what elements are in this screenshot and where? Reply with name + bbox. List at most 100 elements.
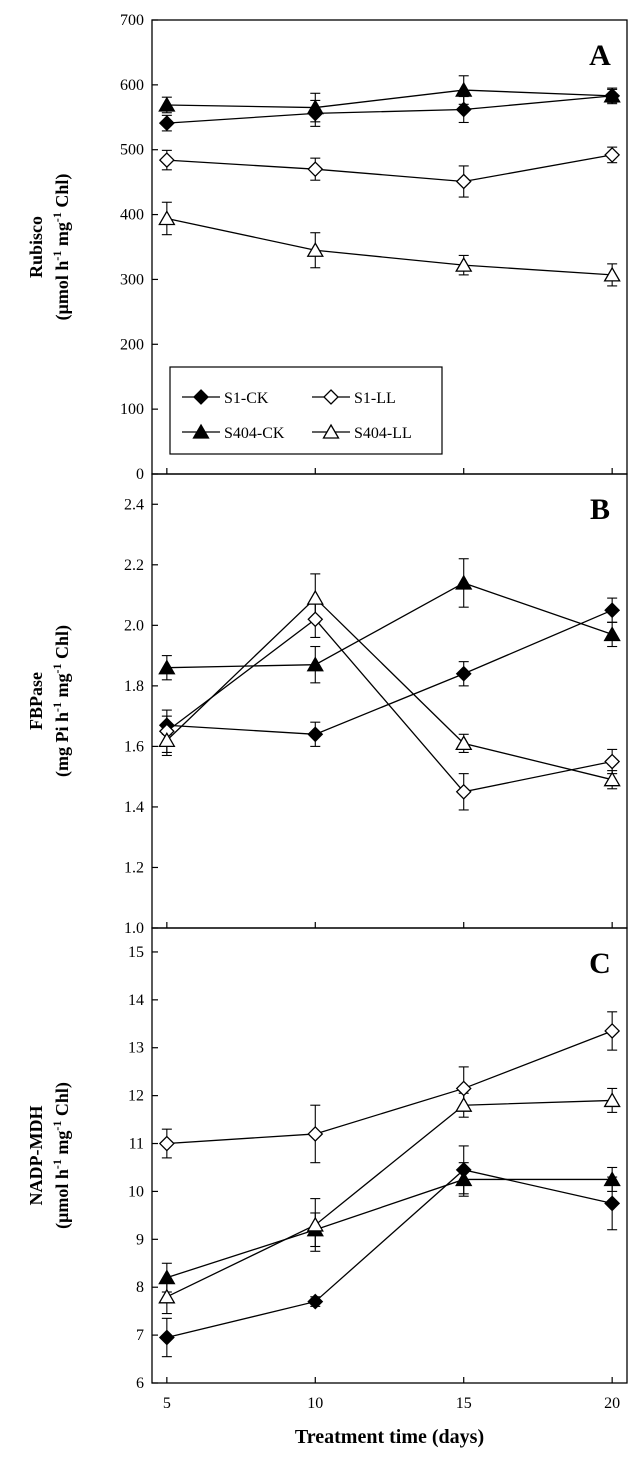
- y-tick-label: 500: [120, 142, 144, 159]
- y-tick-label: 12: [128, 1088, 144, 1105]
- unit-superscript: -1: [50, 212, 64, 222]
- data-point-s1-ll: [455, 173, 472, 190]
- y-tick-label: 300: [120, 271, 144, 288]
- legend-label: S404-CK: [224, 425, 285, 442]
- data-point-s404-ll: [455, 1096, 473, 1112]
- axes-layer: [151, 19, 628, 1384]
- data-point-s404-ll: [603, 771, 621, 787]
- data-point-s404-ck: [158, 96, 176, 112]
- x-tick-label: 15: [456, 1395, 472, 1412]
- plot-frame: [151, 927, 628, 1384]
- data-point-s1-ll: [604, 753, 621, 770]
- unit-superscript: -1: [50, 664, 64, 674]
- legend-item: S404-CK: [182, 423, 285, 442]
- data-point-s1-ll: [455, 1080, 472, 1097]
- x-tick-label: 20: [604, 1395, 620, 1412]
- legend-label: S1-LL: [354, 390, 396, 407]
- y-axis-label: FBPase: [26, 672, 46, 730]
- data-point-s1-ck: [307, 1293, 324, 1310]
- unit-superscript: -1: [50, 1121, 64, 1131]
- y-axis-unit: (μmol h-1 mg-1 Chl): [50, 1082, 73, 1229]
- legend-marker: [322, 423, 340, 439]
- markers-layer: [158, 81, 621, 1346]
- data-point-s404-ll: [158, 210, 176, 226]
- y-tick-label: 1.0: [124, 920, 144, 937]
- y-tick-label: 1.8: [124, 678, 144, 695]
- legend-item: S1-CK: [182, 389, 269, 407]
- plot-frame: [151, 473, 628, 929]
- data-point-s404-ll: [455, 735, 473, 751]
- data-point-s404-ll: [455, 256, 473, 272]
- series-line-s404-ck: [166, 89, 613, 109]
- x-tick-label: 10: [307, 1395, 323, 1412]
- y-tick-label: 7: [136, 1327, 144, 1344]
- y-tick-label: 1.6: [124, 738, 144, 755]
- y-tick-label: 400: [120, 207, 144, 224]
- panel-letter: A: [589, 39, 611, 72]
- y-axis-label: NADP-MDH: [26, 1106, 46, 1206]
- series-line-s1-ll: [166, 1030, 613, 1145]
- unit-text: (mg Pi h: [52, 712, 73, 777]
- series-line-s404-ll: [166, 1099, 613, 1298]
- y-tick-label: 13: [128, 1040, 144, 1057]
- data-point-s404-ck: [306, 656, 324, 672]
- unit-superscript: -1: [50, 702, 64, 712]
- legend-box: [169, 366, 443, 455]
- data-point-s1-ck: [307, 726, 324, 743]
- data-point-s404-ll: [306, 241, 324, 257]
- y-tick-label: 100: [120, 401, 144, 418]
- y-tick-label: 200: [120, 336, 144, 353]
- unit-text: mg: [52, 1131, 72, 1160]
- panel-letter: C: [589, 947, 611, 980]
- unit-text: Chl): [52, 1082, 73, 1121]
- data-point-s1-ll: [604, 1023, 621, 1039]
- data-point-s1-ck: [604, 1195, 621, 1212]
- y-tick-label: 8: [136, 1279, 144, 1296]
- series-lines-layer: [166, 89, 613, 1339]
- y-tick-label: 9: [136, 1231, 144, 1248]
- legend: S1-CK S1-LL S404-CK S404-LL: [169, 366, 443, 455]
- data-point-s1-ll: [158, 152, 175, 169]
- data-point-s404-ck: [603, 87, 621, 103]
- series-line-s1-ck: [166, 609, 613, 735]
- x-tick-label: 5: [163, 1395, 171, 1412]
- data-point-s1-ll: [604, 146, 621, 163]
- y-tick-label: 600: [120, 77, 144, 94]
- panel-letter: B: [590, 493, 610, 526]
- data-point-s1-ll: [307, 1126, 324, 1142]
- y-tick-label: 1.2: [124, 859, 144, 876]
- data-point-s404-ll: [158, 1288, 176, 1304]
- data-point-s1-ll: [307, 611, 324, 628]
- series-line-s1-ll: [166, 618, 613, 793]
- unit-superscript: -1: [50, 1159, 64, 1169]
- data-point-s404-ck: [603, 626, 621, 642]
- y-tick-label: 700: [120, 12, 144, 29]
- series-line-s404-ck: [166, 582, 613, 669]
- y-tick-label: 0: [136, 466, 144, 483]
- y-axis-label: Rubisco: [26, 216, 46, 278]
- x-axis-label: Treatment time (days): [295, 1426, 484, 1448]
- data-point-s404-ck: [603, 1171, 621, 1187]
- data-point-s404-ck: [306, 99, 324, 115]
- data-point-s404-ll: [306, 589, 324, 605]
- series-line-s1-ck: [166, 1169, 613, 1339]
- legend-label: S404-LL: [354, 425, 412, 442]
- series-line-s1-ll: [166, 154, 613, 183]
- unit-text: Chl): [52, 174, 73, 213]
- data-point-s404-ck: [158, 1269, 176, 1285]
- data-point-s1-ck: [455, 101, 472, 118]
- y-axis-unit: (mg Pi h-1 mg-1 Chl): [50, 625, 73, 777]
- y-tick-label: 15: [128, 944, 144, 961]
- data-point-s404-ll: [603, 1092, 621, 1108]
- y-tick-label: 6: [136, 1375, 144, 1392]
- y-tick-label: 2.4: [124, 496, 144, 513]
- legend-marker: [323, 389, 339, 405]
- data-point-s1-ck: [604, 602, 621, 619]
- data-point-s1-ll: [455, 783, 472, 800]
- y-tick-label: 10: [128, 1183, 144, 1200]
- series-line-s404-ll: [166, 597, 613, 781]
- series-line-s1-ck: [166, 95, 613, 124]
- data-point-s404-ll: [158, 732, 176, 747]
- series-line-s404-ck: [166, 1178, 613, 1279]
